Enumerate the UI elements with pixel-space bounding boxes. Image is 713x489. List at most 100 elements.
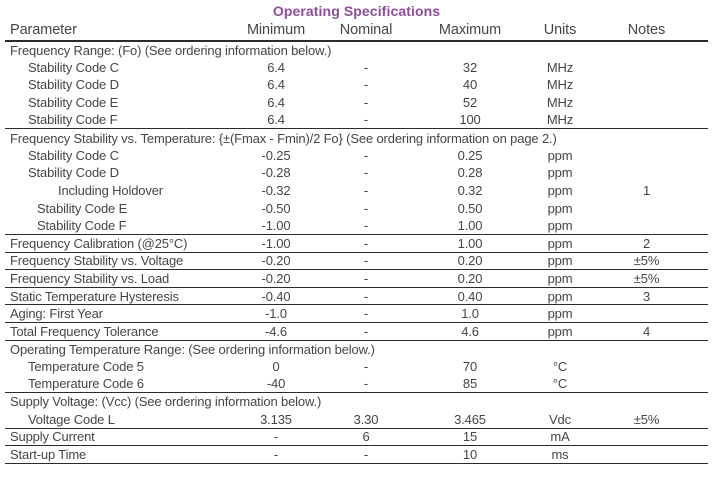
param-cell: Stability Code E xyxy=(37,200,128,216)
param-cell: Frequency Stability vs. Voltage xyxy=(5,252,225,271)
notes-cell xyxy=(585,111,708,130)
table-row: Supply Current -6 15 mA xyxy=(5,428,708,447)
units-cell: ms xyxy=(535,445,585,464)
notes-cell xyxy=(585,94,708,112)
param-cell: Voltage Code L xyxy=(5,410,225,429)
minimum-cell: -0.20 xyxy=(225,252,327,271)
param-cell: Stability Code F xyxy=(5,111,225,130)
nominal-cell: - xyxy=(363,358,369,374)
table-row: Stability Code E -0.50-0.50 ppm xyxy=(5,199,708,217)
table-row: Stability Code E 6.4 - 52 MHz xyxy=(5,94,708,112)
nominal-cell: - xyxy=(327,322,405,341)
param-cell: Total Frequency Tolerance xyxy=(5,322,225,341)
table-row: Stability Code C -0.25-0.25 ppm xyxy=(5,147,708,165)
maximum-cell: 1.00 xyxy=(405,216,535,236)
notes-cell xyxy=(585,445,708,464)
nominal-cell: - xyxy=(327,287,405,306)
page-title: Operating Specifications xyxy=(272,3,441,19)
units-cell: ppm xyxy=(547,183,573,199)
units-cell: ppm xyxy=(535,304,585,323)
minimum-cell: -40 xyxy=(225,375,327,394)
table-row: Stability Code F -1.00-1.00 ppm xyxy=(5,216,708,236)
spec-table: Parameter Minimum Nominal Maximum Units … xyxy=(5,22,708,464)
minimum-cell: - xyxy=(225,428,327,447)
units-cell: MHz xyxy=(546,77,574,93)
param-cell: Start-up Time xyxy=(5,445,225,464)
maximum-cell: 40 xyxy=(462,77,478,93)
nominal-cell: - xyxy=(363,95,369,111)
maximum-cell: 0.50 xyxy=(457,200,483,216)
minimum-cell: 6.4 xyxy=(225,111,327,130)
table-row: Including Holdover -0.32-0.32 ppm 1 xyxy=(5,182,708,200)
maximum-cell: 0.20 xyxy=(405,252,535,271)
nominal-cell: 6 xyxy=(327,428,405,447)
table-row: Frequency Calibration (@25°C) -1.00-1.00 p… xyxy=(5,234,708,253)
units-cell: MHz xyxy=(535,111,585,130)
maximum-cell: 1.00 xyxy=(405,234,535,253)
notes-cell: ±5% xyxy=(585,269,708,288)
table-row: Temperature Code 6 -40-85 °C xyxy=(5,375,708,394)
col-header-maximum: Maximum xyxy=(405,22,535,42)
col-header-parameter: Parameter xyxy=(5,22,225,42)
units-cell: Vdc xyxy=(535,410,585,429)
notes-cell xyxy=(585,304,708,323)
minimum-cell: -0.20 xyxy=(225,269,327,288)
param-cell: Stability Code E xyxy=(28,95,119,111)
notes-cell xyxy=(585,375,708,394)
units-cell: ppm xyxy=(535,287,585,306)
notes-cell: ±5% xyxy=(585,410,708,429)
spec-table-body: Frequency Range: (Fo) (See ordering info… xyxy=(5,41,708,464)
minimum-cell: -1.00 xyxy=(225,216,327,236)
param-cell: Stability Code C xyxy=(28,59,119,75)
minimum-cell: -0.32 xyxy=(261,183,291,199)
param-cell: Stability Code D xyxy=(28,165,119,181)
section-row: Frequency Stability vs. Temperature: {±(… xyxy=(5,129,708,147)
maximum-cell: 85 xyxy=(405,375,535,394)
nominal-cell: - xyxy=(327,252,405,271)
table-row: Frequency Stability vs. Load -0.20-0.20 pp… xyxy=(5,269,708,288)
notes-cell xyxy=(585,76,708,94)
section-label: Operating Temperature Range: (See orderi… xyxy=(10,341,375,357)
minimum-cell: -4.6 xyxy=(225,322,327,341)
maximum-cell: 0.32 xyxy=(457,183,483,199)
units-cell: °C xyxy=(552,358,568,374)
table-row: Stability Code D -0.28-0.28 ppm xyxy=(5,164,708,182)
maximum-cell: 0.20 xyxy=(405,269,535,288)
minimum-cell: - xyxy=(225,445,327,464)
param-cell: Frequency Calibration (@25°C) xyxy=(5,234,225,253)
section-label: Supply Voltage: (Vcc) (See ordering info… xyxy=(10,394,322,410)
param-cell: Stability Code C xyxy=(28,147,119,163)
param-cell: Stability Code D xyxy=(28,77,119,93)
param-cell: Static Temperature Hysteresis xyxy=(5,287,225,306)
param-cell: Aging: First Year xyxy=(5,304,225,323)
nominal-cell: - xyxy=(363,200,369,216)
nominal-cell: - xyxy=(327,216,405,236)
minimum-cell: 6.4 xyxy=(267,59,285,75)
section-label: Frequency Range: (Fo) (See ordering info… xyxy=(10,42,332,58)
maximum-cell: 4.6 xyxy=(405,322,535,341)
units-cell: ppm xyxy=(535,322,585,341)
maximum-cell: 32 xyxy=(462,59,478,75)
table-row: Stability Code F 6.4-100 MHz xyxy=(5,111,708,130)
param-cell: Temperature Code 5 xyxy=(28,358,144,374)
minimum-cell: -0.25 xyxy=(261,147,291,163)
table-row: Static Temperature Hysteresis -0.40-0.40 p… xyxy=(5,287,708,306)
table-row: Start-up Time - -10 ms xyxy=(5,445,708,464)
units-cell: ppm xyxy=(547,147,573,163)
maximum-cell: 15 xyxy=(405,428,535,447)
param-cell: Frequency Stability vs. Load xyxy=(5,269,225,288)
notes-cell: 2 xyxy=(585,234,708,253)
minimum-cell: 0 xyxy=(272,358,280,374)
units-cell: ppm xyxy=(535,234,585,253)
units-cell: ppm xyxy=(535,269,585,288)
minimum-cell: 3.135 xyxy=(225,410,327,429)
units-cell: MHz xyxy=(546,59,574,75)
nominal-cell: - xyxy=(363,165,369,181)
notes-cell xyxy=(585,358,708,376)
nominal-cell: - xyxy=(327,375,405,394)
nominal-cell: - xyxy=(363,77,369,93)
nominal-cell: - xyxy=(327,269,405,288)
table-row: Voltage Code L 3.135 3.30 3.465 Vdc ±5% xyxy=(5,410,708,429)
param-cell: Including Holdover xyxy=(58,183,163,199)
